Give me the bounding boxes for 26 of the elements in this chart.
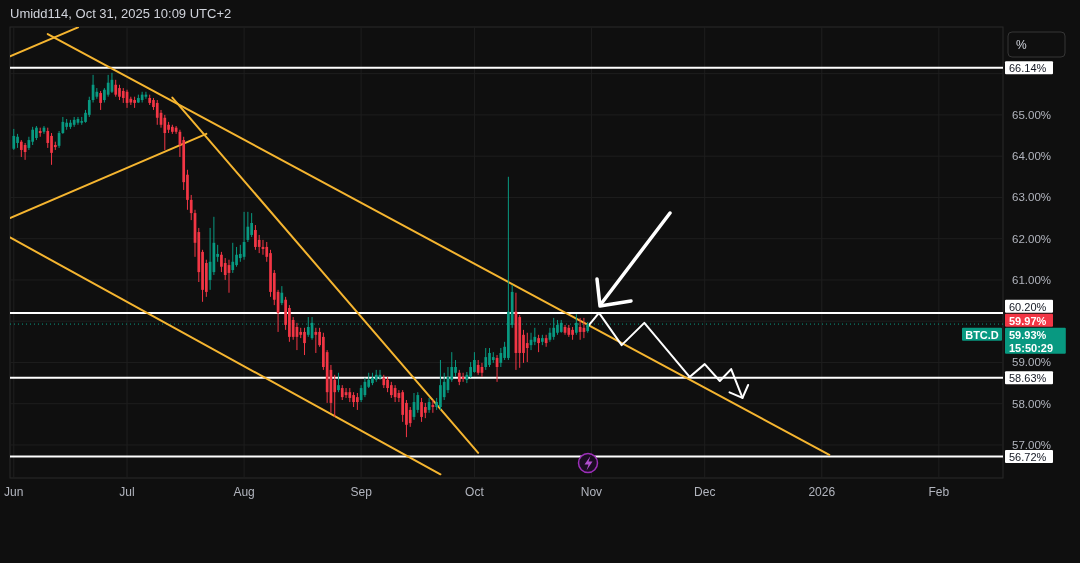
ref-line-label: 66.14%: [1009, 62, 1047, 75]
x-tick-label: Sep: [350, 485, 373, 499]
y-tick-label: 63.00%: [1012, 191, 1052, 204]
y-tick-label: 59.00%: [1012, 356, 1052, 369]
x-tick-label: 2026: [808, 485, 836, 499]
ref-line-label: 60.20%: [1009, 300, 1047, 313]
x-tick-label: Aug: [233, 485, 255, 499]
x-tick-label: Feb: [928, 485, 950, 499]
y-tick-label: 57.00%: [1012, 438, 1052, 451]
x-tick-label: Jul: [119, 485, 135, 499]
chart-title: Umidd114, Oct 31, 2025 10:09 UTC+2: [10, 6, 232, 21]
x-tick-label: Nov: [580, 485, 603, 499]
y-tick-label: 64.00%: [1012, 150, 1052, 163]
ref-line-label: 56.72%: [1009, 451, 1047, 464]
y-tick-label: 58.00%: [1012, 397, 1052, 410]
y-tick-label: 65.00%: [1012, 108, 1052, 121]
x-tick-label: Dec: [694, 485, 716, 499]
y-tick-label: 62.00%: [1012, 232, 1052, 245]
x-tick-label: Jun: [4, 485, 24, 499]
toggle-button: %: [1007, 31, 1066, 58]
text: BTC.D: [965, 328, 999, 341]
x-tick-label: Oct: [465, 485, 485, 499]
text: 15:50:29: [1009, 341, 1054, 354]
y-tick-label: 61.00%: [1012, 273, 1052, 286]
text: 59.93%: [1009, 328, 1047, 341]
ref-line-label: 58.63%: [1009, 372, 1047, 385]
